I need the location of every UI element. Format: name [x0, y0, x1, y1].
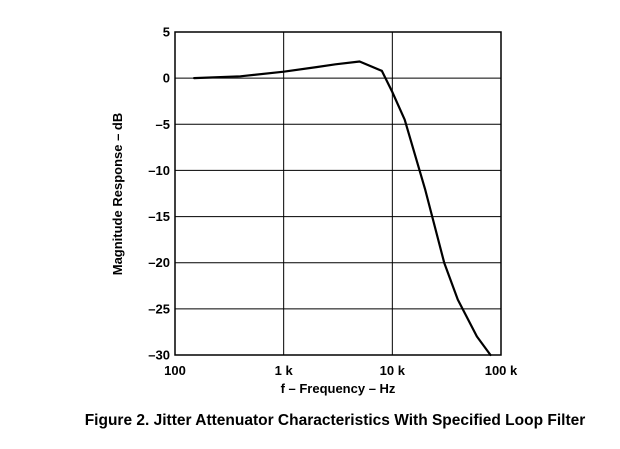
x-axis-title: f – Frequency – Hz [281, 381, 396, 396]
x-tick-label: 10 k [380, 363, 406, 378]
y-tick-labels: 5 0 –5 –10 –15 –20 –25 –30 [148, 25, 170, 363]
x-tick-label: 1 k [275, 363, 294, 378]
y-tick-label: –10 [148, 163, 170, 178]
y-tick-label: 0 [163, 71, 170, 86]
x-tick-labels: 100 1 k 10 k 100 k [164, 363, 518, 378]
y-tick-label: –25 [148, 301, 170, 316]
plot-frame [174, 31, 502, 356]
x-tick-label: 100 k [485, 363, 518, 378]
y-tick-label: 5 [163, 25, 170, 40]
series-line [193, 60, 492, 357]
y-tick-label: –5 [156, 117, 170, 132]
series-layer [193, 60, 492, 357]
y-tick-label: –20 [148, 255, 170, 270]
y-tick-label: –15 [148, 209, 170, 224]
grid [174, 31, 502, 356]
x-tick-label: 100 [164, 363, 186, 378]
y-axis-title: Magnitude Response – dB [110, 113, 125, 276]
figure-caption: Figure 2. Jitter Attenuator Characterist… [85, 412, 586, 429]
y-tick-label: –30 [148, 348, 170, 363]
